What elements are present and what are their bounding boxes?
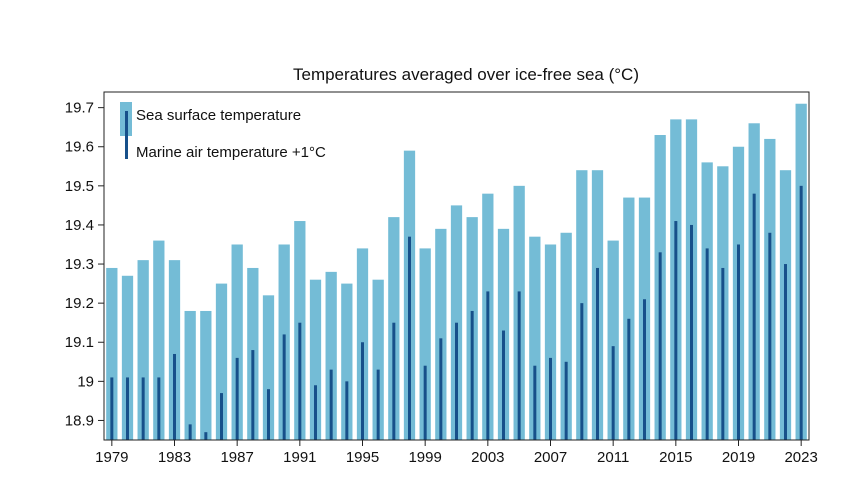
y-tick-label: 19.5 bbox=[65, 178, 94, 195]
sst-bar-1989 bbox=[262, 295, 275, 440]
mat-bar-1994 bbox=[345, 381, 349, 440]
x-tick-label: 1979 bbox=[95, 449, 128, 466]
plot-frame bbox=[103, 91, 810, 441]
mat-bar-2001 bbox=[455, 322, 458, 440]
sst-bar-2000 bbox=[435, 228, 447, 440]
x-tick-label: 1991 bbox=[283, 449, 316, 466]
mat-bar-2002 bbox=[470, 310, 474, 440]
mat-bar-2022 bbox=[784, 264, 787, 440]
y-tick-label: 19.1 bbox=[65, 334, 94, 351]
x-tick-label: 2011 bbox=[597, 449, 629, 466]
sst-bar-2012 bbox=[623, 197, 635, 440]
mat-bar-2012 bbox=[627, 318, 631, 440]
sst-bar-1985 bbox=[200, 310, 212, 440]
mat-bar-1998 bbox=[408, 236, 411, 440]
mat-bar-1993 bbox=[329, 369, 333, 440]
mat-bar-1990 bbox=[282, 334, 286, 440]
mat-bar-1983 bbox=[173, 353, 176, 440]
mat-bar-2014 bbox=[658, 252, 662, 440]
legend: Sea surface temperature Marine air tempe… bbox=[120, 102, 326, 161]
mat-bar-1995 bbox=[361, 342, 364, 440]
mat-bar-1997 bbox=[392, 322, 396, 440]
mat-bar-1999 bbox=[423, 365, 427, 440]
mat-bar-2017 bbox=[705, 248, 709, 440]
mat-bar-2000 bbox=[439, 338, 443, 440]
mat-bar-1996 bbox=[376, 369, 380, 440]
mat-bar-2018 bbox=[721, 267, 725, 440]
mat-bar-1992 bbox=[314, 385, 317, 440]
mat-bar-2007 bbox=[549, 357, 552, 440]
sst-bar-1979 bbox=[106, 267, 118, 440]
sst-bar-1987 bbox=[231, 244, 243, 440]
mat-bar-1991 bbox=[298, 322, 302, 440]
sst-bar-1980 bbox=[121, 275, 134, 440]
mat-bar-2003 bbox=[486, 291, 490, 440]
mat-bar-1979 bbox=[110, 377, 114, 440]
mat-bar-2021 bbox=[768, 232, 772, 440]
mat-bar-2009 bbox=[580, 303, 584, 440]
y-tick-label: 19 bbox=[77, 373, 94, 390]
mat-bar-2004 bbox=[502, 330, 505, 440]
sst-bar-1981 bbox=[137, 260, 149, 440]
mat-bar-1987 bbox=[235, 357, 239, 440]
mat-bar-1989 bbox=[267, 389, 270, 440]
x-tick-label: 2003 bbox=[471, 449, 504, 466]
mat-bar-1988 bbox=[251, 350, 255, 440]
y-tick-label: 19.6 bbox=[65, 139, 94, 156]
mat-bar-1985 bbox=[204, 432, 208, 440]
mat-bar-2020 bbox=[752, 193, 756, 440]
sst-bar-1999 bbox=[419, 248, 431, 440]
sst-bar-2006 bbox=[529, 236, 541, 440]
mat-bar-2008 bbox=[564, 361, 568, 440]
sst-bar-1996 bbox=[372, 279, 384, 440]
mat-bar-1981 bbox=[141, 377, 145, 440]
y-tick-label: 19.4 bbox=[65, 217, 94, 234]
mat-bar-1982 bbox=[157, 377, 161, 440]
x-tick-label: 1995 bbox=[346, 449, 379, 466]
legend-marine-air-swatch bbox=[125, 111, 128, 159]
sst-bar-1992 bbox=[309, 279, 322, 440]
sst-bar-1982 bbox=[153, 240, 165, 440]
sst-bar-2008 bbox=[560, 232, 572, 440]
mat-bar-2016 bbox=[690, 224, 693, 440]
sst-bar-2011 bbox=[607, 240, 619, 440]
x-tick-label: 1983 bbox=[158, 449, 191, 466]
legend-sea-surface-label: Sea surface temperature bbox=[136, 107, 301, 124]
x-tick-label: 1999 bbox=[408, 449, 441, 466]
mat-bar-2006 bbox=[533, 365, 537, 440]
sst-bar-2007 bbox=[544, 244, 557, 440]
x-tick-label: 2015 bbox=[659, 449, 692, 466]
x-tick-label: 2007 bbox=[534, 449, 567, 466]
mat-bar-2015 bbox=[674, 221, 678, 440]
sst-bar-1984 bbox=[184, 310, 196, 440]
y-tick-label: 19.3 bbox=[65, 256, 94, 273]
x-tick-label: 2019 bbox=[722, 449, 755, 466]
legend-marine-air-label: Marine air temperature +1°C bbox=[136, 144, 326, 161]
sst-bar-1994 bbox=[341, 283, 353, 440]
sst-bar-1983 bbox=[168, 260, 181, 440]
mat-bar-1980 bbox=[126, 377, 129, 440]
sst-bar-1993 bbox=[325, 271, 337, 440]
y-axis: 18.9 19 19.1 19.2 19.3 19.4 19.5 19.6 19.7 bbox=[65, 100, 104, 429]
x-tick-label: 1987 bbox=[220, 449, 253, 466]
y-tick-label: 19.2 bbox=[65, 295, 94, 312]
mat-bar-1984 bbox=[188, 424, 192, 440]
marine-air-bars bbox=[110, 185, 803, 440]
mat-bar-2005 bbox=[517, 291, 521, 440]
mat-bar-2011 bbox=[611, 346, 615, 440]
mat-bar-2019 bbox=[737, 244, 740, 440]
mat-bar-2023 bbox=[799, 185, 803, 440]
x-tick-label: 2023 bbox=[784, 449, 817, 466]
mat-bar-2010 bbox=[596, 267, 599, 440]
mat-bar-1986 bbox=[220, 393, 223, 440]
y-tick-label: 19.7 bbox=[65, 100, 94, 117]
mat-bar-2013 bbox=[643, 299, 646, 440]
sst-bar-1986 bbox=[215, 283, 228, 440]
y-tick-label: 18.9 bbox=[65, 412, 94, 429]
x-axis: 1979 1983 1987 1991 1995 1999 2003 2007 2011 2015… bbox=[95, 440, 818, 466]
chart-title: Temperatures averaged over ice-free sea … bbox=[293, 65, 639, 84]
